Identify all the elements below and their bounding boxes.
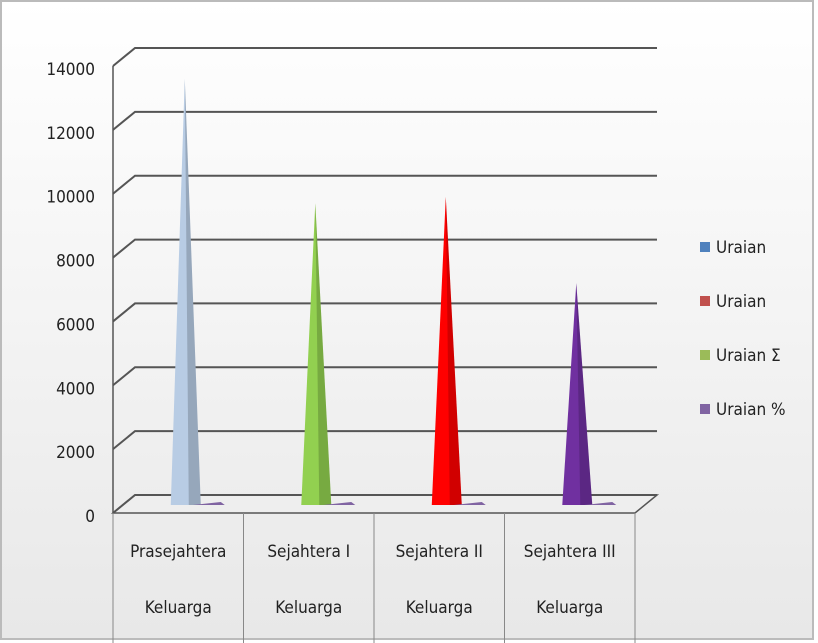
grid-line [112,302,657,323]
legend-swatch [700,350,710,360]
legend-label: Uraian [716,292,766,312]
small-cone [584,502,617,505]
cone-face [315,203,332,506]
x-tick-label: Sejahtera I [267,542,350,562]
y-tick-label: 10000 [46,188,95,208]
small-cone [192,502,225,505]
y-tick-label: 12000 [46,124,95,144]
x-tick-label: Keluarga [275,598,342,618]
cone [170,78,201,506]
y-tick-label: 8000 [56,252,95,272]
legend-swatch [700,296,710,306]
cone-face [184,78,201,506]
x-tick-label: Keluarga [145,598,212,618]
small-cone [453,502,486,505]
x-tick-label: Sejahtera III [524,542,616,562]
y-tick-label: 14000 [46,60,95,80]
cone-face [431,196,462,505]
y-tick-label: 0 [85,507,95,527]
x-tick-label: Keluarga [536,598,603,618]
cone-face [576,283,593,505]
y-tick-label: 4000 [56,379,95,399]
y-tick-label: 6000 [56,315,95,335]
legend-label: Uraian [716,238,766,258]
cone [301,203,332,506]
x-tick-label: Sejahtera II [396,542,483,562]
y-tick-label: 2000 [56,443,95,463]
cone-face [301,203,332,506]
grid-line [112,110,657,131]
legend-swatch [700,242,710,252]
grid-line [112,366,657,387]
small-cone [323,502,356,505]
legend-swatch [700,404,710,414]
cone-face [562,283,593,505]
x-tick-label: Keluarga [406,598,473,618]
x-tick-label: Prasejahtera [130,542,226,562]
legend-label: Uraian Σ [716,346,781,366]
cone-face [170,78,201,506]
cone-face [445,196,462,505]
grid-line [112,47,657,67]
grid-line [112,174,657,195]
cone [562,283,593,505]
legend-label: Uraian % [716,400,786,420]
grid-line [112,238,657,259]
grid-line [112,430,657,450]
cone [431,196,462,505]
grid-line [112,494,657,514]
